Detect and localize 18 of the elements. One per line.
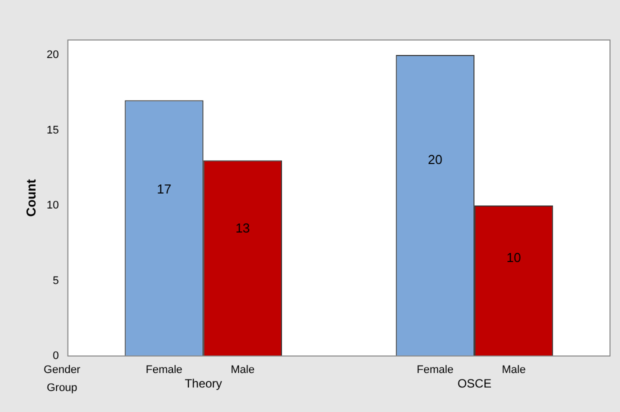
x-tick-label: OSCE bbox=[457, 376, 492, 390]
data-label: 17 bbox=[156, 181, 172, 196]
series-label: Female bbox=[146, 364, 182, 376]
y-tick-label: 15 bbox=[46, 124, 59, 136]
y-tick-label: 5 bbox=[52, 274, 59, 287]
y-axis-title: Count bbox=[23, 178, 38, 217]
y-tick-label: 0 bbox=[52, 350, 59, 362]
series-label: Male bbox=[230, 364, 255, 376]
x-tick-label: Theory bbox=[184, 376, 222, 390]
data-label: 20 bbox=[428, 152, 442, 167]
text: Group bbox=[46, 382, 78, 394]
text: Female bbox=[416, 364, 454, 376]
text: Gender bbox=[44, 364, 81, 376]
y-tick-label: 20 bbox=[46, 49, 59, 62]
y-tick-label: 10 bbox=[46, 200, 59, 212]
data-label: 13 bbox=[235, 220, 250, 236]
data-label: 10 bbox=[506, 250, 521, 265]
text: Male bbox=[502, 364, 526, 376]
